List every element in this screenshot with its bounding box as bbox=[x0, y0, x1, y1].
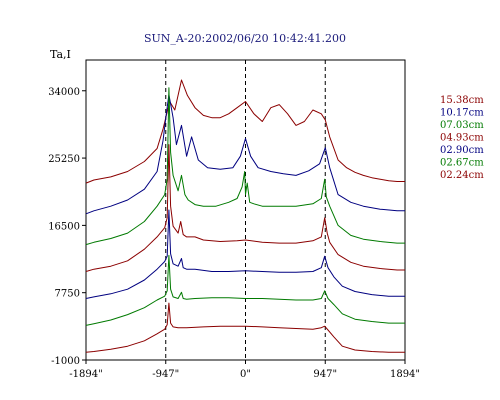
y-axis-title: Ta,I bbox=[50, 48, 71, 61]
series-line-1 bbox=[85, 94, 405, 215]
legend-entry-2: 07.03cm bbox=[440, 120, 484, 131]
y-axis-ticks: 34000 25250 16500 7750 -1000 bbox=[48, 87, 86, 367]
x-tick-label-4: 1894" bbox=[390, 369, 420, 380]
legend-entry-1: 10.17cm bbox=[440, 108, 484, 119]
series-line-6 bbox=[85, 302, 405, 353]
y-tick-label-3: 7750 bbox=[55, 289, 80, 300]
x-tick-label-2: 0" bbox=[240, 369, 251, 380]
series-line-5 bbox=[85, 254, 405, 326]
legend-entry-4: 02.90cm bbox=[440, 145, 484, 156]
x-tick-label-3: 947" bbox=[313, 369, 337, 380]
series-line-4 bbox=[85, 209, 405, 299]
reference-lines bbox=[165, 60, 326, 360]
series-line-2 bbox=[85, 87, 405, 246]
legend-entry-5: 02.67cm bbox=[440, 158, 484, 169]
y-tick-label-0: 34000 bbox=[48, 87, 80, 98]
y-tick-label-1: 25250 bbox=[48, 154, 80, 165]
x-axis-ticks: -1894" -947" 0" 947" 1894" bbox=[69, 360, 420, 380]
chart-title: SUN_A-20:2002/06/20 10:42:41.200 bbox=[144, 32, 346, 45]
x-tick-label-0: -1894" bbox=[69, 369, 102, 380]
series-group bbox=[85, 79, 405, 353]
y-tick-label-4: -1000 bbox=[51, 356, 80, 367]
legend-entry-0: 15.38cm bbox=[440, 95, 484, 106]
legend-entry-3: 04.93cm bbox=[440, 133, 484, 144]
x-tick-label-1: -947" bbox=[152, 369, 179, 380]
y-tick-label-2: 16500 bbox=[48, 221, 80, 232]
series-line-0 bbox=[85, 79, 405, 184]
legend-entry-6: 02.24cm bbox=[440, 170, 484, 181]
series-line-3 bbox=[85, 144, 405, 272]
